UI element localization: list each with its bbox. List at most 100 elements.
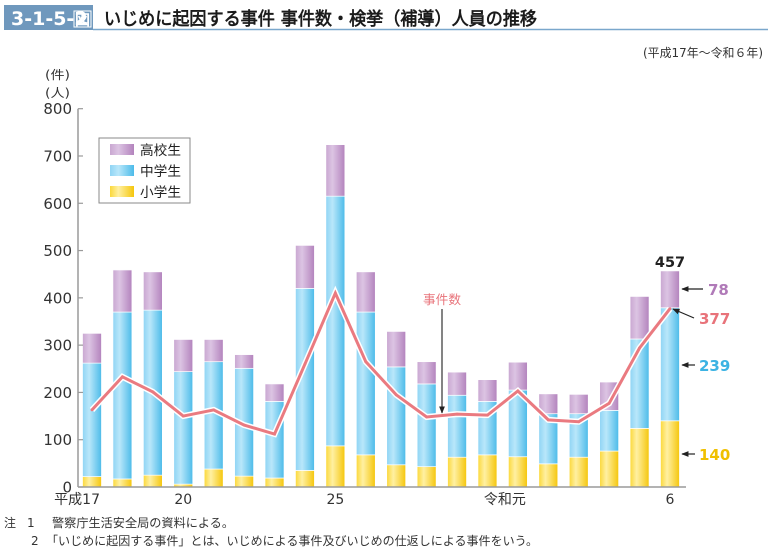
line-point-cases-7 bbox=[303, 362, 307, 366]
latest-year-annotations: 457 78 377 239 140 bbox=[655, 255, 730, 464]
bar-stack-8 bbox=[325, 144, 346, 488]
x-tick-label-0: 平成17 bbox=[54, 492, 100, 508]
y-tick-label-700: 700 bbox=[43, 147, 72, 165]
y-tick-label-0: 0 bbox=[62, 479, 72, 497]
bar-high_school-4 bbox=[203, 339, 224, 363]
bar-high_school-10 bbox=[386, 331, 407, 368]
bar-elementary-8 bbox=[325, 445, 346, 488]
line-point-cases-0 bbox=[90, 408, 94, 412]
bar-stack-7 bbox=[295, 245, 315, 488]
bar-elementary-18 bbox=[629, 428, 650, 488]
footnote-2-text: 「いじめに起因する事件」とは、いじめによる事件及びいじめの仕返しによる事件をいう… bbox=[46, 534, 538, 548]
bar-stack-16 bbox=[568, 393, 589, 488]
bar-elementary-7 bbox=[295, 470, 315, 488]
legend-label-high-school: 高校生 bbox=[140, 142, 181, 159]
cases-callout-label: 事件数 bbox=[423, 292, 461, 307]
bar-high_school-6 bbox=[264, 383, 285, 402]
x-ticks: 平成17 20 25 令和元 6 bbox=[54, 492, 674, 508]
bar-elementary-13 bbox=[477, 454, 498, 488]
line-point-cases-12 bbox=[455, 412, 459, 416]
bar-stack-9 bbox=[355, 271, 376, 488]
bar-high_school-16 bbox=[568, 393, 589, 415]
bar-high_school-8 bbox=[325, 144, 346, 197]
bar-elementary-2 bbox=[142, 474, 163, 488]
bar-high_school-2 bbox=[142, 271, 163, 311]
bar-stack-11 bbox=[416, 361, 437, 488]
bar-stack-17 bbox=[599, 381, 619, 488]
line-point-cases-11 bbox=[425, 415, 429, 419]
total-latest-label: 457 bbox=[655, 255, 685, 271]
y-tick-label-100: 100 bbox=[43, 431, 72, 449]
legend-swatch-high-school bbox=[110, 144, 134, 155]
figure-suffix: 図 bbox=[75, 13, 90, 29]
bar-elementary-19 bbox=[660, 420, 680, 488]
legend-label-junior-high: 中学生 bbox=[140, 164, 181, 180]
period-label: (平成17年～令和６年) bbox=[643, 45, 763, 60]
bar-elementary-9 bbox=[355, 454, 376, 488]
bar-junior_high-8 bbox=[325, 195, 346, 447]
line-point-cases-15 bbox=[546, 418, 550, 422]
bar-elementary-12 bbox=[447, 456, 467, 488]
legend-swatch-elementary bbox=[110, 186, 134, 197]
y-tick-label-200: 200 bbox=[43, 384, 72, 402]
bar-elementary-5 bbox=[234, 475, 254, 488]
bar-elementary-0 bbox=[82, 476, 102, 488]
bar-junior_high-10 bbox=[386, 366, 407, 466]
line-point-cases-13 bbox=[486, 413, 489, 417]
y-tick-label-300: 300 bbox=[43, 337, 72, 355]
bar-elementary-14 bbox=[508, 456, 528, 488]
bar-stack-12 bbox=[447, 371, 467, 488]
bar-junior_high-12 bbox=[447, 394, 467, 458]
figure-title: いじめに起因する事件 事件数・検挙（補導）人員の推移 bbox=[104, 8, 537, 30]
bar-stack-0 bbox=[82, 332, 102, 488]
bar-elementary-15 bbox=[538, 463, 559, 488]
bar-elementary-1 bbox=[112, 478, 133, 488]
bar-high_school-15 bbox=[538, 393, 559, 415]
bar-stack-18 bbox=[629, 296, 650, 488]
bar-high_school-0 bbox=[82, 332, 102, 364]
bar-high_school-9 bbox=[355, 271, 376, 313]
bar-stack-14 bbox=[508, 361, 528, 488]
bar-stack-13 bbox=[477, 379, 498, 488]
bar-stack-4 bbox=[203, 339, 224, 488]
bar-elementary-10 bbox=[386, 464, 407, 488]
bar-stack-3 bbox=[173, 339, 194, 488]
line-point-cases-1 bbox=[121, 375, 124, 379]
footnote-1-number: 1 bbox=[27, 516, 35, 530]
footnote-2-number: 2 bbox=[31, 534, 39, 548]
bar-stack-15 bbox=[538, 393, 559, 488]
bar-stack-1 bbox=[112, 269, 133, 488]
bar-stack-10 bbox=[386, 331, 407, 488]
bar-junior_high-19 bbox=[660, 307, 680, 422]
y-ticks: 0 100 200 300 400 500 600 700 800 bbox=[43, 100, 83, 497]
bar-elementary-11 bbox=[416, 466, 437, 488]
bar-high_school-1 bbox=[112, 269, 133, 313]
bar-junior_high-1 bbox=[112, 311, 133, 480]
bar-stack-2 bbox=[142, 271, 163, 488]
line-point-cases-17 bbox=[607, 401, 611, 405]
line-point-cases-18 bbox=[638, 346, 641, 350]
line-point-cases-8 bbox=[333, 291, 337, 295]
bar-high_school-14 bbox=[508, 361, 528, 391]
bar-high_school-19 bbox=[660, 270, 680, 309]
cases-latest-label: 377 bbox=[699, 310, 730, 328]
bar-elementary-17 bbox=[599, 450, 619, 488]
line-point-cases-5 bbox=[242, 423, 246, 427]
footnotes: 注 1 警察庁生活安全局の資料による。 2 「いじめに起因する事件」とは、いじめ… bbox=[4, 515, 538, 548]
bar-stack-19 bbox=[660, 270, 680, 488]
line-cases bbox=[90, 289, 672, 436]
elementary-latest-label: 140 bbox=[699, 446, 730, 464]
high-school-latest-label: 78 bbox=[708, 281, 729, 299]
y-unit-label-cases: (件) bbox=[45, 68, 70, 82]
legend: 高校生 中学生 小学生 bbox=[98, 137, 191, 204]
x-tick-label-19: 6 bbox=[666, 492, 675, 508]
bar-elementary-6 bbox=[264, 477, 285, 488]
line-point-cases-16 bbox=[577, 420, 581, 424]
legend-swatch-junior-high bbox=[110, 165, 134, 176]
line-layer bbox=[89, 285, 673, 438]
bar-junior_high-0 bbox=[82, 362, 102, 477]
bar-high_school-5 bbox=[234, 354, 254, 369]
line-point-cases-9 bbox=[364, 360, 368, 364]
figure-number-box bbox=[4, 5, 93, 30]
